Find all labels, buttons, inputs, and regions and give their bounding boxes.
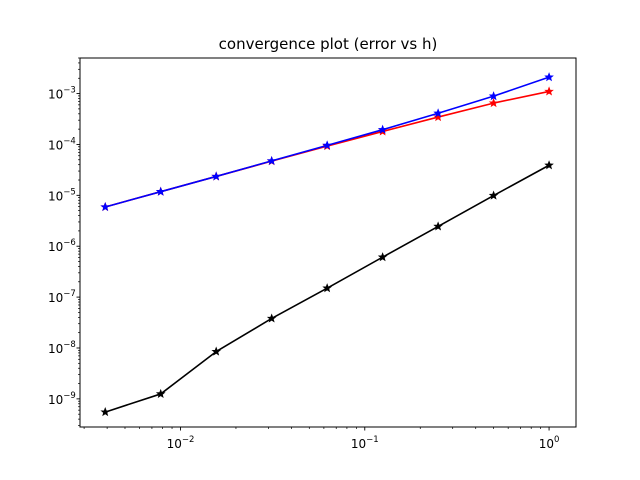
y-tick-label-base: 10: [48, 342, 63, 356]
data-point-s1-1: [155, 186, 166, 196]
x-tick-label-exponent: −1: [366, 435, 379, 445]
y-tick-label-exponent: −8: [63, 340, 76, 350]
y-tick-label-exponent: −6: [63, 238, 76, 248]
data-point-s1-5: [377, 124, 388, 134]
data-point-s1-8: [544, 72, 554, 82]
data-point-s2-4: [322, 283, 332, 293]
y-tick-label-base: 10: [48, 393, 63, 407]
chart-title: convergence plot (error vs h): [219, 35, 438, 53]
y-tick-label: 10−6: [48, 238, 76, 254]
axes-frame: [79, 57, 577, 428]
plot-area: [100, 72, 554, 417]
y-tick-label: 10−8: [48, 340, 76, 356]
data-point-s1-7: [488, 91, 499, 101]
y-tick-label-base: 10: [48, 291, 63, 305]
x-tick-label: 10−2: [167, 435, 195, 451]
y-tick-label-exponent: −3: [63, 86, 76, 96]
y-tick-label-exponent: −5: [63, 187, 76, 197]
y-tick-label-exponent: −9: [63, 391, 76, 401]
x-tick-label: 10−1: [351, 435, 379, 451]
data-point-s0-8: [544, 86, 554, 96]
x-tick-label-exponent: −2: [182, 435, 195, 445]
y-tick-label: 10−3: [48, 86, 76, 102]
data-point-s2-7: [488, 190, 499, 200]
data-point-s0-6: [433, 112, 443, 122]
data-point-s2-0: [100, 407, 111, 417]
y-tick-label-exponent: −4: [63, 136, 76, 146]
x-tick-label-base: 10: [167, 437, 182, 451]
data-point-s2-1: [155, 388, 166, 399]
y-tick-label-base: 10: [48, 189, 63, 203]
data-point-s2-2: [211, 346, 221, 356]
y-tick-label-base: 10: [48, 138, 63, 152]
data-point-s0-7: [488, 98, 499, 108]
x-tick-label-exponent: 0: [554, 435, 559, 445]
data-point-s2-3: [266, 313, 277, 323]
data-point-s1-2: [211, 171, 221, 181]
y-tick-label: 10−9: [48, 391, 76, 407]
data-point-s1-4: [322, 140, 332, 150]
y-tick-label: 10−7: [48, 289, 76, 305]
y-tick-label-exponent: −7: [63, 289, 76, 299]
data-point-s1-6: [433, 108, 443, 118]
y-tick-label: 10−5: [48, 187, 76, 203]
data-point-s2-5: [377, 252, 388, 262]
y-tick-label-base: 10: [48, 88, 63, 102]
x-tick-label-base: 10: [539, 437, 554, 451]
data-point-s1-0: [100, 201, 111, 212]
data-point-s2-6: [433, 221, 443, 231]
y-tick-label: 10−4: [48, 136, 76, 152]
x-tick-label: 100: [539, 435, 560, 451]
data-point-s2-8: [544, 160, 554, 170]
y-tick-label-base: 10: [48, 240, 63, 254]
data-point-s1-3: [266, 155, 277, 165]
x-tick-label-base: 10: [351, 437, 366, 451]
